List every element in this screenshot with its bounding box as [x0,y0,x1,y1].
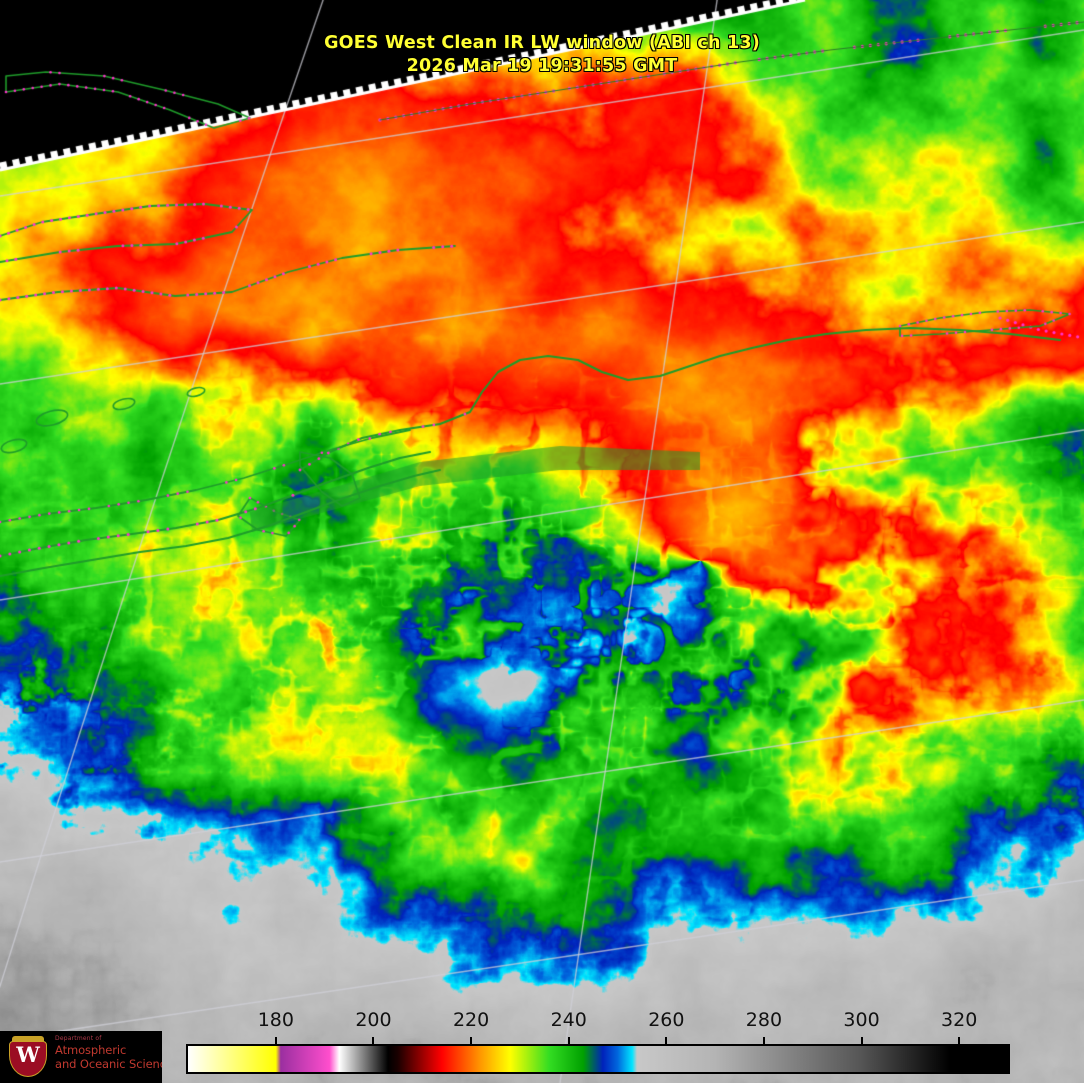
colorbar-tick [958,1037,961,1044]
colorbar-tick [665,1037,668,1044]
colorbar-gradient-fill [188,1046,1008,1072]
crest-crown [12,1036,44,1044]
colorbar-tick-label: 300 [843,1009,880,1031]
colorbar-tick-label: 180 [257,1009,294,1031]
colorbar-tick [762,1037,765,1044]
temperature-colorbar: 180 200 220 240 260 280 300 320 [186,1009,1010,1075]
colorbar-tick [372,1037,375,1044]
crest-w-letter: W [16,1042,40,1067]
logo-department-line: Department of [55,1035,102,1042]
colorbar-tick [860,1037,863,1044]
colorbar-tick-labels: 180 200 220 240 260 280 300 320 [186,1009,1010,1037]
crest-shield [9,1041,47,1077]
colorbar-tick-label: 220 [452,1009,490,1031]
colorbar-tick [470,1037,473,1044]
colorbar-tick-marks [186,1037,1010,1044]
colorbar-tick-label: 320 [941,1009,978,1031]
uw-crest-icon: W [7,1036,49,1080]
colorbar-tick-label: 260 [648,1009,685,1031]
colorbar-gradient [186,1044,1010,1074]
colorbar-tick [274,1037,277,1044]
colorbar-tick-label: 280 [745,1009,783,1031]
logo-line-2: and Oceanic Sciences [55,1057,162,1071]
colorbar-tick-label: 240 [550,1009,587,1031]
logo-line-1: Atmospheric [55,1043,127,1057]
colorbar-tick [567,1037,570,1044]
uw-aos-logo: W Department of Atmospheric and Oceanic … [0,1031,162,1083]
colorbar-tick-label: 200 [355,1009,392,1031]
logo-text: Department of Atmospheric and Oceanic Sc… [55,1035,162,1071]
